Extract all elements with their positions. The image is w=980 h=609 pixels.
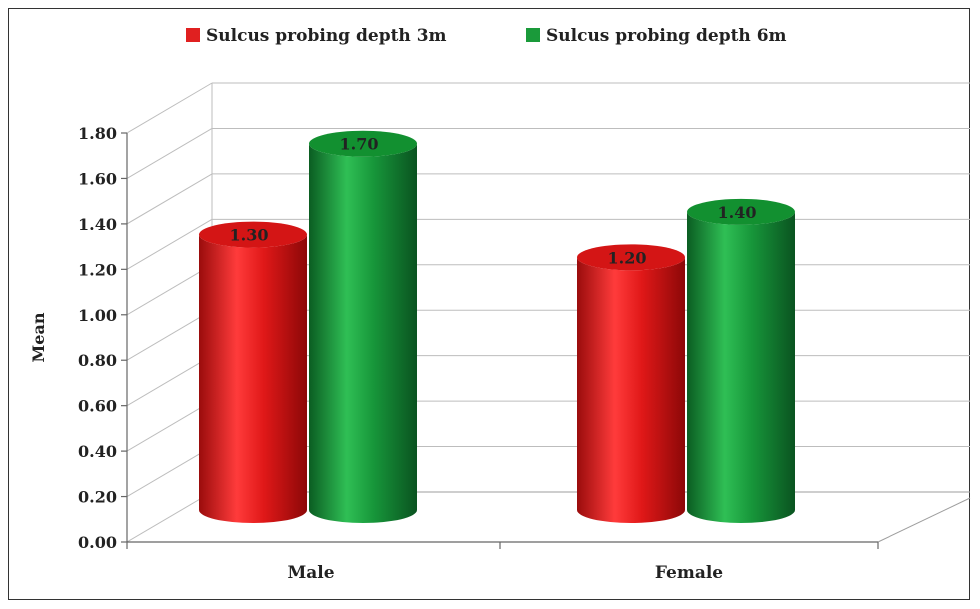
category-label: Female [655,563,723,583]
legend-swatch [186,28,200,42]
bar-female-series-1 [577,244,685,523]
y-tick-label: 1.40 [78,215,117,234]
legend-item-2: Sulcus probing depth 6m [526,26,787,46]
data-label: 1.20 [608,248,647,267]
y-axis-label: Mean [29,312,48,362]
axes-layer: 0.00 0.20 0.40 0.60 0.80 1.00 1.20 1.40 1.60 1.80… [29,82,971,583]
chart-frame [8,8,970,600]
y-tick-label: 0.20 [78,488,117,507]
legend-swatch [526,28,540,42]
bar-female-series-2 [687,198,795,523]
gridline [126,491,213,543]
y-tick-label: 1.80 [78,124,117,143]
y-tick-label: 0.00 [78,533,117,552]
bar-male-series-2 [309,130,417,523]
y-tick-label: 1.20 [78,260,117,279]
category-label: Male [287,563,334,583]
legend-label: Sulcus probing depth 3m [206,26,447,46]
y-tick-label: 0.80 [78,351,117,370]
gridline [126,173,970,225]
data-label: 1.70 [340,135,379,154]
gridline [126,82,970,134]
legend: Sulcus probing depth 3m Sulcus probing de… [186,26,787,46]
y-tick-label: 0.40 [78,442,117,461]
data-label: 1.40 [718,203,757,222]
y-tick-label: 1.00 [78,306,117,325]
y-tick-label: 0.60 [78,397,117,416]
legend-label: Sulcus probing depth 6m [546,26,787,46]
gridline [126,127,970,179]
labels-layer: 1.30 1.70 1.20 1.40 [230,135,757,268]
bars-layer [199,130,795,523]
legend-item-1: Sulcus probing depth 3m [186,26,447,46]
bar-male-series-1 [199,221,307,523]
data-label: 1.30 [230,226,269,245]
y-tick-label: 1.60 [78,169,117,188]
